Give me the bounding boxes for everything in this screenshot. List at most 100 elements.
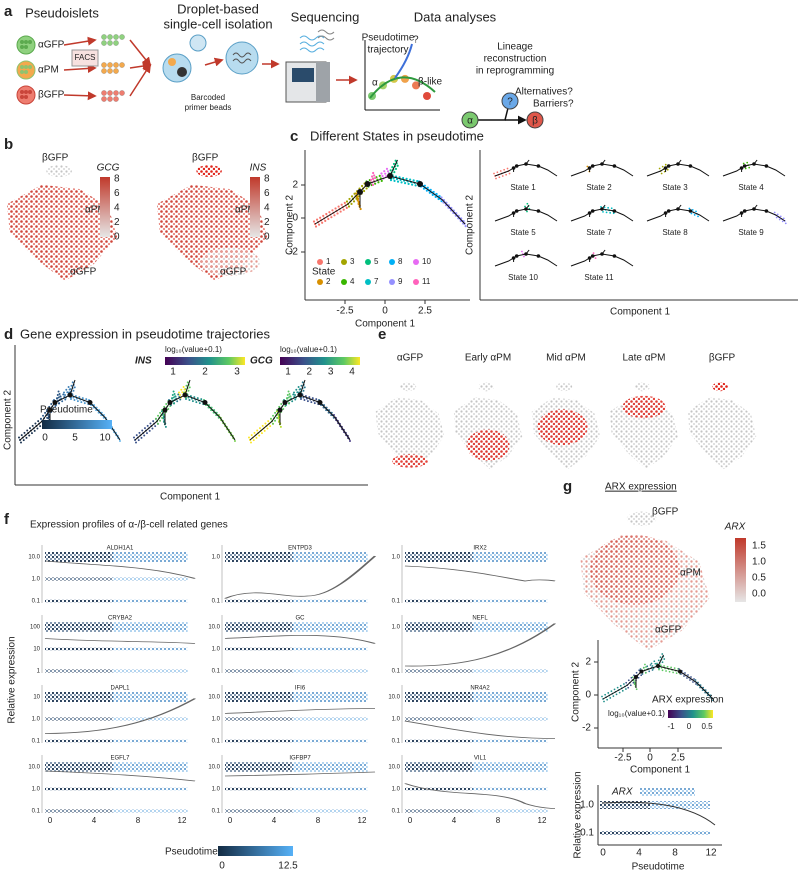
line — [129, 61, 152, 71]
question: Alternatives? — [515, 87, 573, 98]
cell-points — [45, 599, 113, 603]
cell-points — [112, 552, 188, 562]
x-tick-label: 8 — [136, 816, 141, 825]
cell-points — [694, 679, 713, 698]
branch-node — [297, 392, 303, 398]
trend-curve — [601, 801, 716, 826]
legend-swatch — [389, 279, 395, 285]
gene-label: EGFL7 — [110, 756, 130, 762]
cell-points — [300, 383, 307, 399]
axis-label: Component 1 — [160, 492, 220, 503]
y-tick-label: 10.0 — [28, 765, 40, 771]
y-tick-label: 1.0 — [32, 717, 41, 723]
scale-tick-label: 4 — [264, 203, 270, 214]
panel-letter: a — [4, 3, 13, 20]
cell-points — [56, 388, 60, 400]
cell-points — [225, 552, 293, 562]
cell-points — [45, 692, 113, 702]
gene-label: DAPL1 — [110, 686, 130, 692]
cell — [24, 45, 28, 49]
cell-points — [45, 717, 113, 721]
color-scale — [735, 538, 746, 602]
question: Barriers? — [533, 99, 574, 110]
cell-points — [367, 179, 385, 188]
scale-tick-label: 10 — [99, 433, 111, 444]
population-label: βGFP — [192, 153, 219, 164]
cell — [107, 68, 113, 74]
cell-points — [70, 398, 92, 406]
trajectory — [134, 394, 236, 441]
cell-points — [680, 673, 699, 686]
scale-tick-label: 0.0 — [752, 589, 766, 600]
population-title: Late αPM — [622, 353, 665, 364]
x-tick-label: 12 — [538, 816, 547, 825]
population-title: Early αPM — [465, 353, 511, 364]
state-label: State 10 — [508, 273, 538, 282]
cell-points — [405, 599, 473, 603]
gene-label: ALDH1A1 — [107, 546, 134, 552]
branch-node — [666, 209, 671, 213]
state-label: State 8 — [662, 228, 688, 237]
branch-node — [678, 669, 682, 674]
cell-points — [112, 787, 188, 791]
trend-curve — [44, 770, 196, 782]
y-tick-label: 1.0 — [392, 625, 401, 631]
scale-title: log₁₀(value+0.1) — [165, 345, 222, 354]
cell-points — [20, 422, 44, 444]
cell — [28, 90, 32, 94]
state-label: State 11 — [584, 273, 614, 282]
branch-node — [587, 211, 592, 215]
trajectory-branch — [394, 43, 413, 79]
panel-title: Expression profiles of α-/β-cell related… — [30, 520, 228, 531]
scale-tick-label: 1.0 — [752, 557, 766, 568]
color-scale — [42, 420, 112, 429]
line — [63, 63, 97, 73]
sample-label: αGFP — [38, 40, 65, 51]
color-scale — [668, 710, 713, 718]
lineage-node — [461, 111, 479, 129]
population-label: αPM — [680, 568, 701, 579]
y-tick-label: 1.0 — [212, 717, 221, 723]
trajectory — [494, 253, 558, 267]
axis-label: Component 2 — [3, 390, 14, 450]
trend-curve — [404, 720, 556, 739]
cell-points — [112, 692, 188, 702]
cell-cluster — [478, 382, 495, 392]
cell-points — [225, 809, 293, 813]
cell-points — [495, 172, 511, 180]
branch-node — [742, 209, 747, 213]
gene-label: GCG — [250, 356, 273, 367]
y-tick-label: 0.1 — [212, 809, 221, 815]
cell-points — [643, 662, 648, 672]
branch-node — [167, 400, 173, 405]
legend-swatch — [413, 259, 419, 265]
scale-tick-label: 6 — [264, 188, 270, 199]
cell-points — [387, 158, 398, 175]
branch-node — [688, 164, 693, 168]
scale-tick-label: 1 — [170, 367, 176, 378]
branch-node — [87, 400, 93, 405]
state-label: State 9 — [738, 228, 764, 237]
cell — [24, 65, 28, 69]
cell-points — [651, 660, 659, 667]
cell-points — [292, 739, 368, 743]
branch-node — [587, 166, 592, 170]
cell-points — [288, 393, 292, 405]
x-tick-label: 0 — [382, 306, 388, 317]
legend-swatch — [413, 279, 419, 285]
branch-node — [47, 407, 53, 413]
branch-node — [511, 256, 516, 260]
y-tick-label: 1.0 — [32, 577, 41, 583]
trajectory — [722, 163, 786, 177]
population-label: βGFP — [652, 507, 679, 518]
cell — [113, 34, 119, 40]
cell-points — [650, 831, 710, 835]
line — [129, 63, 151, 97]
y-tick-label: 1.0 — [392, 555, 401, 561]
facs-box — [71, 49, 99, 67]
cell — [101, 40, 107, 46]
cell — [20, 40, 24, 44]
highlight — [466, 429, 510, 461]
state-label: State 5 — [510, 228, 536, 237]
gene-label: INS — [135, 356, 152, 367]
